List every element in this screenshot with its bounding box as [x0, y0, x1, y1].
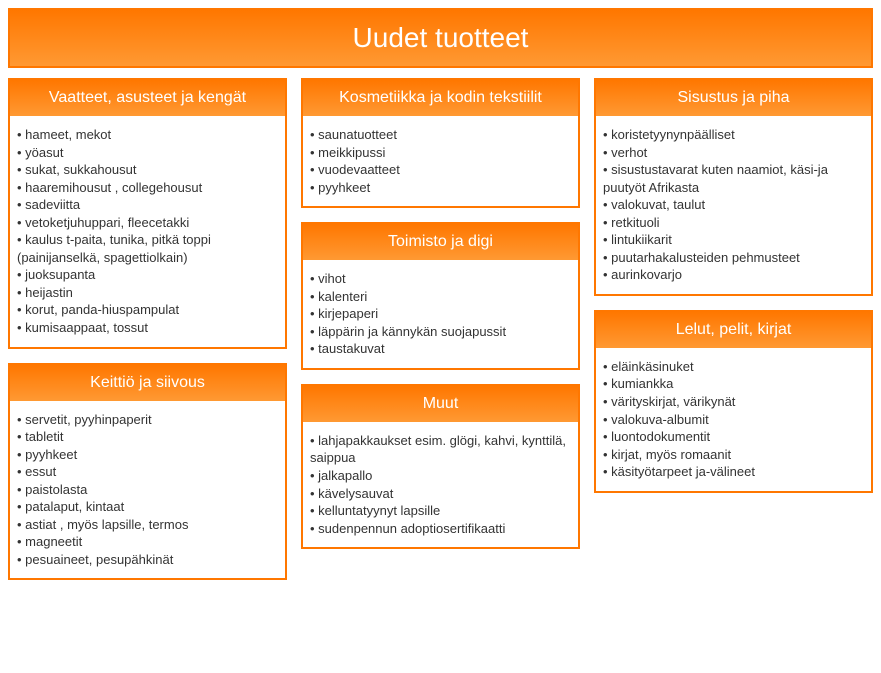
card-body: • vihot• kalenteri• kirjepaperi• läppäri… [303, 260, 578, 368]
list-item: • patalaput, kintaat [16, 498, 279, 516]
category-card: Sisustus ja piha • koristetyynynpäälliset… [594, 78, 873, 296]
list-item: • pyyhkeet [309, 179, 572, 197]
category-card: Muut • lahjapakkaukset esim. glögi, kahvi… [301, 384, 580, 549]
list-item: • luontodokumentit [602, 428, 865, 446]
list-item: • kävelysauvat [309, 485, 572, 503]
item-list: • lahjapakkaukset esim. glögi, kahvi, ky… [309, 432, 572, 537]
list-item: • eläinkäsinuket [602, 358, 865, 376]
main-title: Uudet tuotteet [8, 8, 873, 68]
card-title: Toimisto ja digi [303, 224, 578, 260]
list-item: • käsityötarpeet ja-välineet [602, 463, 865, 481]
card-title: Vaatteet, asusteet ja kengät [10, 80, 285, 116]
list-item: • vetoketjuhuppari, fleecetakki [16, 214, 279, 232]
list-item: • lintukiikarit [602, 231, 865, 249]
list-item: • pyyhkeet [16, 446, 279, 464]
list-item: • kaulus t-paita, tunika, pitkä toppi (p… [16, 231, 279, 266]
list-item: • hameet, mekot [16, 126, 279, 144]
list-item: • essut [16, 463, 279, 481]
list-item: • heijastin [16, 284, 279, 302]
list-item: • sudenpennun adoptiosertifikaatti [309, 520, 572, 538]
item-list: • hameet, mekot• yöasut• sukat, sukkahou… [16, 126, 279, 337]
card-title: Keittiö ja siivous [10, 365, 285, 401]
list-item: • juoksupanta [16, 266, 279, 284]
item-list: • saunatuotteet• meikkipussi• vuodevaatt… [309, 126, 572, 196]
card-title: Muut [303, 386, 578, 422]
list-item: • meikkipussi [309, 144, 572, 162]
list-item: • kumisaappaat, tossut [16, 319, 279, 337]
card-title: Lelut, pelit, kirjat [596, 312, 871, 348]
card-title: Sisustus ja piha [596, 80, 871, 116]
category-card: Keittiö ja siivous • servetit, pyyhinpape… [8, 363, 287, 581]
column: Kosmetiikka ja kodin tekstiilit • saunatu… [301, 78, 580, 580]
list-item: • yöasut [16, 144, 279, 162]
list-item: • värityskirjat, värikynät [602, 393, 865, 411]
card-body: • eläinkäsinuket• kumiankka• värityskirj… [596, 348, 871, 491]
list-item: • paistolasta [16, 481, 279, 499]
item-list: • vihot• kalenteri• kirjepaperi• läppäri… [309, 270, 572, 358]
columns-container: Vaatteet, asusteet ja kengät • hameet, me… [8, 78, 873, 580]
list-item: • jalkapallo [309, 467, 572, 485]
column: Sisustus ja piha • koristetyynynpäälliset… [594, 78, 873, 580]
item-list: • servetit, pyyhinpaperit• tabletit• pyy… [16, 411, 279, 569]
list-item: • saunatuotteet [309, 126, 572, 144]
list-item: • koristetyynynpäälliset [602, 126, 865, 144]
card-title: Kosmetiikka ja kodin tekstiilit [303, 80, 578, 116]
card-body: • koristetyynynpäälliset• verhot• sisust… [596, 116, 871, 294]
list-item: • korut, panda-hiuspampulat [16, 301, 279, 319]
list-item: • kirjepaperi [309, 305, 572, 323]
category-card: Lelut, pelit, kirjat • eläinkäsinuket• ku… [594, 310, 873, 493]
list-item: • tabletit [16, 428, 279, 446]
list-item: • puutarhakalusteiden pehmusteet [602, 249, 865, 267]
list-item: • taustakuvat [309, 340, 572, 358]
list-item: • sukat, sukkahousut [16, 161, 279, 179]
item-list: • eläinkäsinuket• kumiankka• värityskirj… [602, 358, 865, 481]
list-item: • kumiankka [602, 375, 865, 393]
list-item: • valokuvat, taulut [602, 196, 865, 214]
list-item: • kalenteri [309, 288, 572, 306]
card-body: • hameet, mekot• yöasut• sukat, sukkahou… [10, 116, 285, 347]
item-list: • koristetyynynpäälliset• verhot• sisust… [602, 126, 865, 284]
list-item: • magneetit [16, 533, 279, 551]
list-item: • läppärin ja kännykän suojapussit [309, 323, 572, 341]
list-item: • aurinkovarjo [602, 266, 865, 284]
list-item: • astiat , myös lapsille, termos [16, 516, 279, 534]
list-item: • sadeviitta [16, 196, 279, 214]
category-card: Kosmetiikka ja kodin tekstiilit • saunatu… [301, 78, 580, 208]
list-item: • servetit, pyyhinpaperit [16, 411, 279, 429]
list-item: • kirjat, myös romaanit [602, 446, 865, 464]
list-item: • kelluntatyynyt lapsille [309, 502, 572, 520]
column: Vaatteet, asusteet ja kengät • hameet, me… [8, 78, 287, 580]
list-item: • retkituoli [602, 214, 865, 232]
list-item: • lahjapakkaukset esim. glögi, kahvi, ky… [309, 432, 572, 467]
card-body: • lahjapakkaukset esim. glögi, kahvi, ky… [303, 422, 578, 547]
list-item: • sisustustavarat kuten naamiot, käsi-ja… [602, 161, 865, 196]
card-body: • servetit, pyyhinpaperit• tabletit• pyy… [10, 401, 285, 579]
list-item: • vuodevaatteet [309, 161, 572, 179]
list-item: • haaremihousut , collegehousut [16, 179, 279, 197]
list-item: • valokuva-albumit [602, 411, 865, 429]
list-item: • pesuaineet, pesupähkinät [16, 551, 279, 569]
category-card: Toimisto ja digi • vihot• kalenteri• kirj… [301, 222, 580, 370]
list-item: • vihot [309, 270, 572, 288]
list-item: • verhot [602, 144, 865, 162]
card-body: • saunatuotteet• meikkipussi• vuodevaatt… [303, 116, 578, 206]
category-card: Vaatteet, asusteet ja kengät • hameet, me… [8, 78, 287, 349]
